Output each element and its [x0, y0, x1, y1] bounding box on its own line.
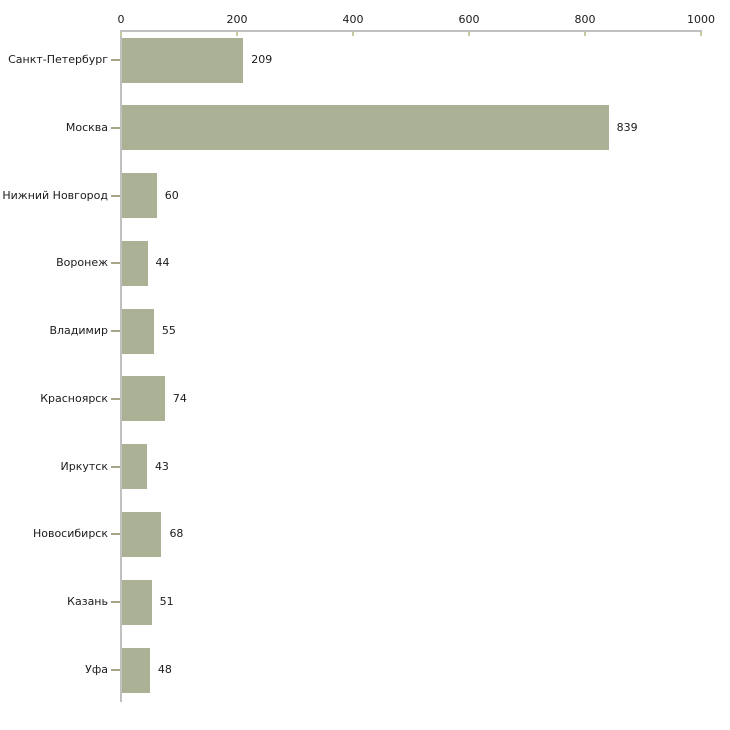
- bar: [122, 240, 148, 286]
- category-tick-mark: [111, 465, 120, 468]
- category-tick-mark: [111, 59, 120, 61]
- x-tick-label: 600: [458, 13, 480, 26]
- category-label: Нижний Новгород: [2, 188, 108, 202]
- bar: [122, 647, 150, 693]
- bar-value-label: 60: [164, 188, 179, 202]
- x-tick-label: 200: [226, 13, 248, 26]
- x-tick-mark: [120, 32, 122, 36]
- bar: [122, 105, 609, 151]
- category-label: Казань: [67, 595, 108, 609]
- category-tick-mark: [111, 601, 120, 604]
- bar-value-label: 74: [172, 391, 187, 405]
- x-tick-mark: [700, 32, 702, 36]
- bar-value-label: 43: [154, 459, 169, 473]
- category-tick-mark: [111, 194, 120, 197]
- category-tick-mark: [111, 126, 120, 129]
- x-tick-label: 400: [342, 13, 364, 26]
- category-label: Воронеж: [56, 256, 108, 270]
- bar: [122, 444, 147, 490]
- bar-value-label: 68: [169, 527, 184, 541]
- x-tick-mark: [584, 32, 586, 36]
- bar-value-label: 48: [157, 663, 172, 677]
- category-label: Иркутск: [60, 459, 108, 473]
- bar-value-label: 839: [616, 120, 638, 134]
- bar: [122, 579, 152, 625]
- x-tick-mark: [352, 32, 354, 36]
- bar: [122, 173, 157, 219]
- category-label: Уфа: [85, 663, 108, 677]
- bar: [122, 376, 165, 422]
- category-label: Владимир: [49, 324, 108, 338]
- category-tick-mark: [111, 397, 120, 400]
- bar: [122, 511, 162, 557]
- x-axis-line: [120, 30, 702, 32]
- bar-value-label: 209: [251, 53, 273, 66]
- bar: [122, 37, 244, 83]
- x-tick-label: 800: [574, 13, 596, 26]
- x-tick-label: 1000: [687, 13, 715, 26]
- x-tick-mark: [236, 32, 238, 36]
- bar: [122, 308, 154, 354]
- category-label: Новосибирск: [32, 527, 108, 541]
- bar-value-label: 55: [161, 324, 176, 338]
- y-axis-line: [120, 30, 122, 702]
- category-label: Красноярск: [40, 391, 108, 405]
- bar-value-label: 51: [159, 595, 174, 609]
- category-tick-mark: [111, 330, 120, 333]
- bar-value-label: 44: [155, 256, 170, 270]
- category-label: Санкт-Петербург: [8, 53, 108, 66]
- category-tick-mark: [111, 533, 120, 536]
- category-tick-mark: [111, 669, 120, 672]
- x-tick-mark: [468, 32, 470, 36]
- x-tick-label: 0: [117, 13, 125, 26]
- category-tick-mark: [111, 262, 120, 265]
- category-label: Москва: [65, 120, 108, 134]
